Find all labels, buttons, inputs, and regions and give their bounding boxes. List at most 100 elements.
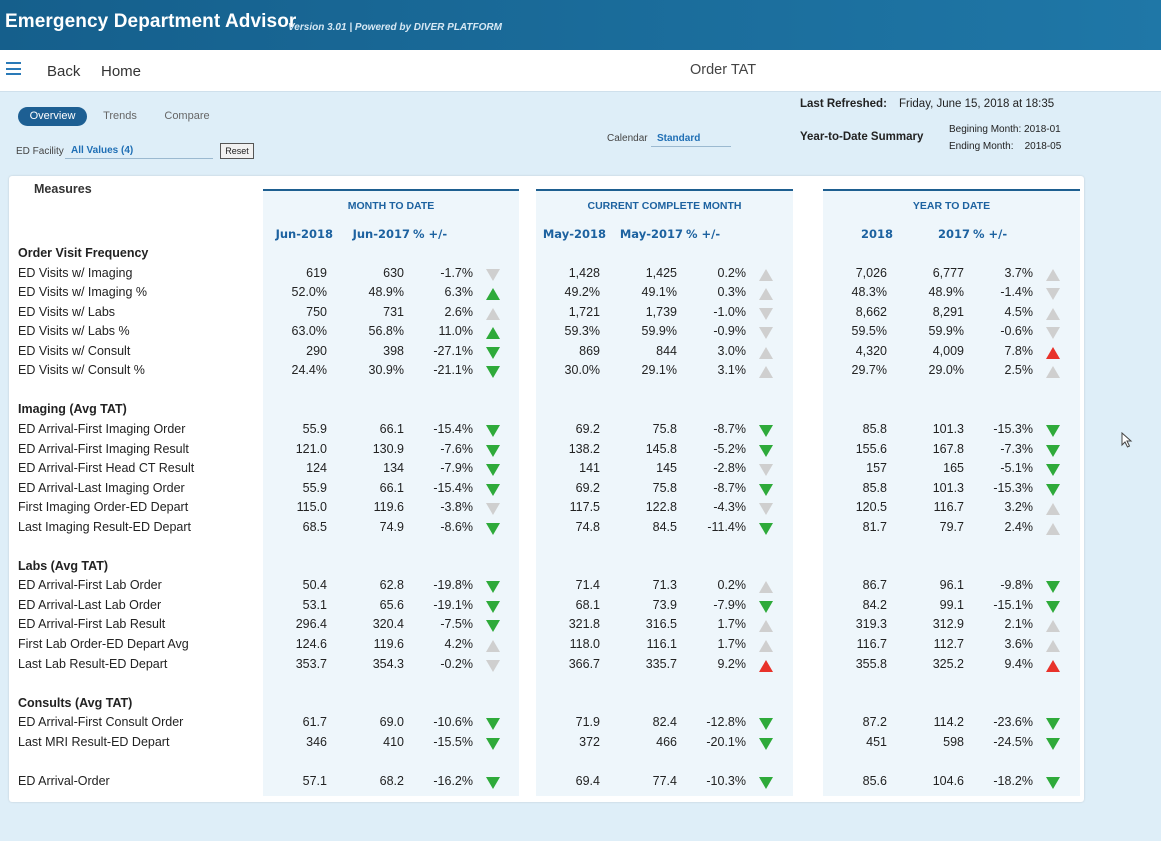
arrow-up-icon <box>1046 307 1060 320</box>
app-version: Version 3.01 | Powered by DIVER PLATFORM <box>288 22 502 33</box>
column-header[interactable]: % +/- <box>973 227 1008 241</box>
calendar-label: Calendar <box>607 133 648 144</box>
back-link[interactable]: Back <box>47 63 81 80</box>
table-cell: 321.8 <box>568 617 600 632</box>
arrow-down-icon <box>759 483 773 496</box>
table-cell: 145 <box>656 461 677 476</box>
arrow-down-icon <box>759 776 773 789</box>
arrow-down-icon <box>1046 737 1060 750</box>
measure-label[interactable]: ED Arrival-Last Lab Order <box>18 597 162 612</box>
measure-label[interactable]: First Lab Order-ED Depart Avg <box>18 637 189 651</box>
measure-label[interactable]: Last Imaging Result-ED Depart <box>18 519 191 534</box>
measure-label[interactable]: ED Arrival-First Consult Order <box>18 715 184 730</box>
column-header[interactable]: Jun-2017 <box>352 227 410 241</box>
column-header[interactable]: May-2017 <box>619 227 683 241</box>
table-cell: 316.5 <box>645 617 677 632</box>
page-title: Order TAT <box>690 62 757 78</box>
arrow-down-icon <box>486 503 500 516</box>
table-cell: 71.4 <box>575 578 600 593</box>
table-cell: 61.7 <box>302 715 327 730</box>
group-month-to-date <box>263 189 519 796</box>
table-cell: -20.1% <box>706 734 746 749</box>
app-title: Emergency Department Advisor <box>5 11 297 32</box>
table-cell: 96.1 <box>939 578 964 593</box>
arrow-down-icon <box>1046 581 1060 594</box>
column-header[interactable]: % +/- <box>413 227 448 241</box>
table-cell: 4.2% <box>444 637 474 651</box>
measure-label[interactable]: ED Visits w/ Consult % <box>18 363 145 378</box>
table-cell: 4.5% <box>1004 304 1034 319</box>
table-cell: -19.1% <box>433 597 473 612</box>
table-cell: 62.8 <box>379 578 404 593</box>
measure-label[interactable]: ED Arrival-First Lab Order <box>18 578 162 593</box>
measure-label[interactable]: ED Visits w/ Imaging <box>18 265 133 280</box>
table-cell: -1.0% <box>713 304 746 319</box>
measures-heading: Measures <box>34 182 92 196</box>
table-cell: 372 <box>579 734 600 749</box>
table-cell: -19.8% <box>433 578 473 593</box>
table-cell: 74.8 <box>575 519 600 534</box>
tab-overview[interactable]: Overview <box>18 107 87 126</box>
section-title: Imaging (Avg TAT) <box>18 402 127 417</box>
facility-select[interactable]: All Values (4) <box>65 143 213 159</box>
table-cell: -8.7% <box>713 421 746 436</box>
column-header[interactable]: % +/- <box>686 227 721 241</box>
column-header[interactable]: Jun-2018 <box>275 227 333 241</box>
table-cell: 59.3% <box>564 324 600 339</box>
measure-label[interactable]: First Imaging Order-ED Depart <box>18 500 189 515</box>
measure-label[interactable]: ED Arrival-Order <box>18 773 110 788</box>
table-cell: 104.6 <box>932 773 964 788</box>
table-cell: 52.0% <box>291 285 327 300</box>
table-cell: 122.8 <box>645 500 677 515</box>
group-title: MONTH TO DATE <box>347 200 435 212</box>
table-cell: 29.1% <box>641 363 677 378</box>
measure-label[interactable]: ED Visits w/ Labs <box>18 304 116 319</box>
measure-label[interactable]: ED Arrival-Last Imaging Order <box>18 480 185 495</box>
home-link[interactable]: Home <box>101 63 142 80</box>
arrow-up-icon <box>1046 659 1060 672</box>
beginning-month: Begining Month: 2018-01 <box>949 124 1061 135</box>
table-cell: 3.1% <box>717 363 747 378</box>
table-cell: 0.2% <box>717 265 747 280</box>
measure-label[interactable]: ED Arrival-First Lab Result <box>18 617 166 632</box>
table-cell: 296.4 <box>295 617 327 632</box>
table-cell: 4,320 <box>855 343 887 358</box>
measure-label[interactable]: ED Arrival-First Imaging Order <box>18 421 186 436</box>
column-header[interactable]: May-2018 <box>542 227 606 241</box>
tab-trends[interactable]: Trends <box>103 110 137 122</box>
group-year-to-date <box>823 189 1080 796</box>
table-cell: 30.0% <box>564 363 600 378</box>
table-cell: 69.2 <box>575 480 600 495</box>
arrow-up-icon <box>1046 366 1060 379</box>
reset-button[interactable]: Reset <box>220 143 254 159</box>
table-cell: -15.3% <box>993 421 1033 436</box>
table-cell: 69.0 <box>379 715 404 730</box>
arrow-down-icon <box>486 444 500 457</box>
arrow-up-icon <box>1046 268 1060 281</box>
table-cell: 73.9 <box>652 597 677 612</box>
table-cell: 77.4 <box>652 773 677 788</box>
measure-label[interactable]: ED Visits w/ Consult <box>18 343 131 358</box>
tab-compare[interactable]: Compare <box>164 110 210 122</box>
measure-label[interactable]: ED Visits w/ Imaging % <box>18 285 147 300</box>
column-header[interactable]: 2017 <box>937 227 970 241</box>
table-cell: 9.4% <box>1004 656 1034 671</box>
table-cell: 55.9 <box>302 480 327 495</box>
arrow-down-icon <box>486 424 500 437</box>
table-cell: 353.7 <box>295 656 327 671</box>
table-cell: 84.2 <box>862 597 887 612</box>
column-header[interactable]: 2018 <box>860 227 893 241</box>
measure-label[interactable]: Last MRI Result-ED Depart <box>18 734 170 749</box>
measure-label[interactable]: ED Arrival-First Imaging Result <box>18 441 189 456</box>
table-cell: 115.0 <box>296 500 327 515</box>
measure-label[interactable]: ED Arrival-First Head CT Result <box>18 461 195 476</box>
arrow-down-icon <box>486 522 500 535</box>
calendar-select[interactable]: Standard <box>651 131 731 147</box>
arrow-up-icon <box>1046 640 1060 652</box>
table-cell: 869 <box>579 343 600 358</box>
measure-label[interactable]: ED Visits w/ Labs % <box>18 324 130 339</box>
arrow-down-icon <box>486 464 500 477</box>
arrow-up-icon <box>1046 620 1060 633</box>
measure-label[interactable]: Last Lab Result-ED Depart <box>18 656 168 671</box>
menu-icon[interactable] <box>6 62 21 75</box>
